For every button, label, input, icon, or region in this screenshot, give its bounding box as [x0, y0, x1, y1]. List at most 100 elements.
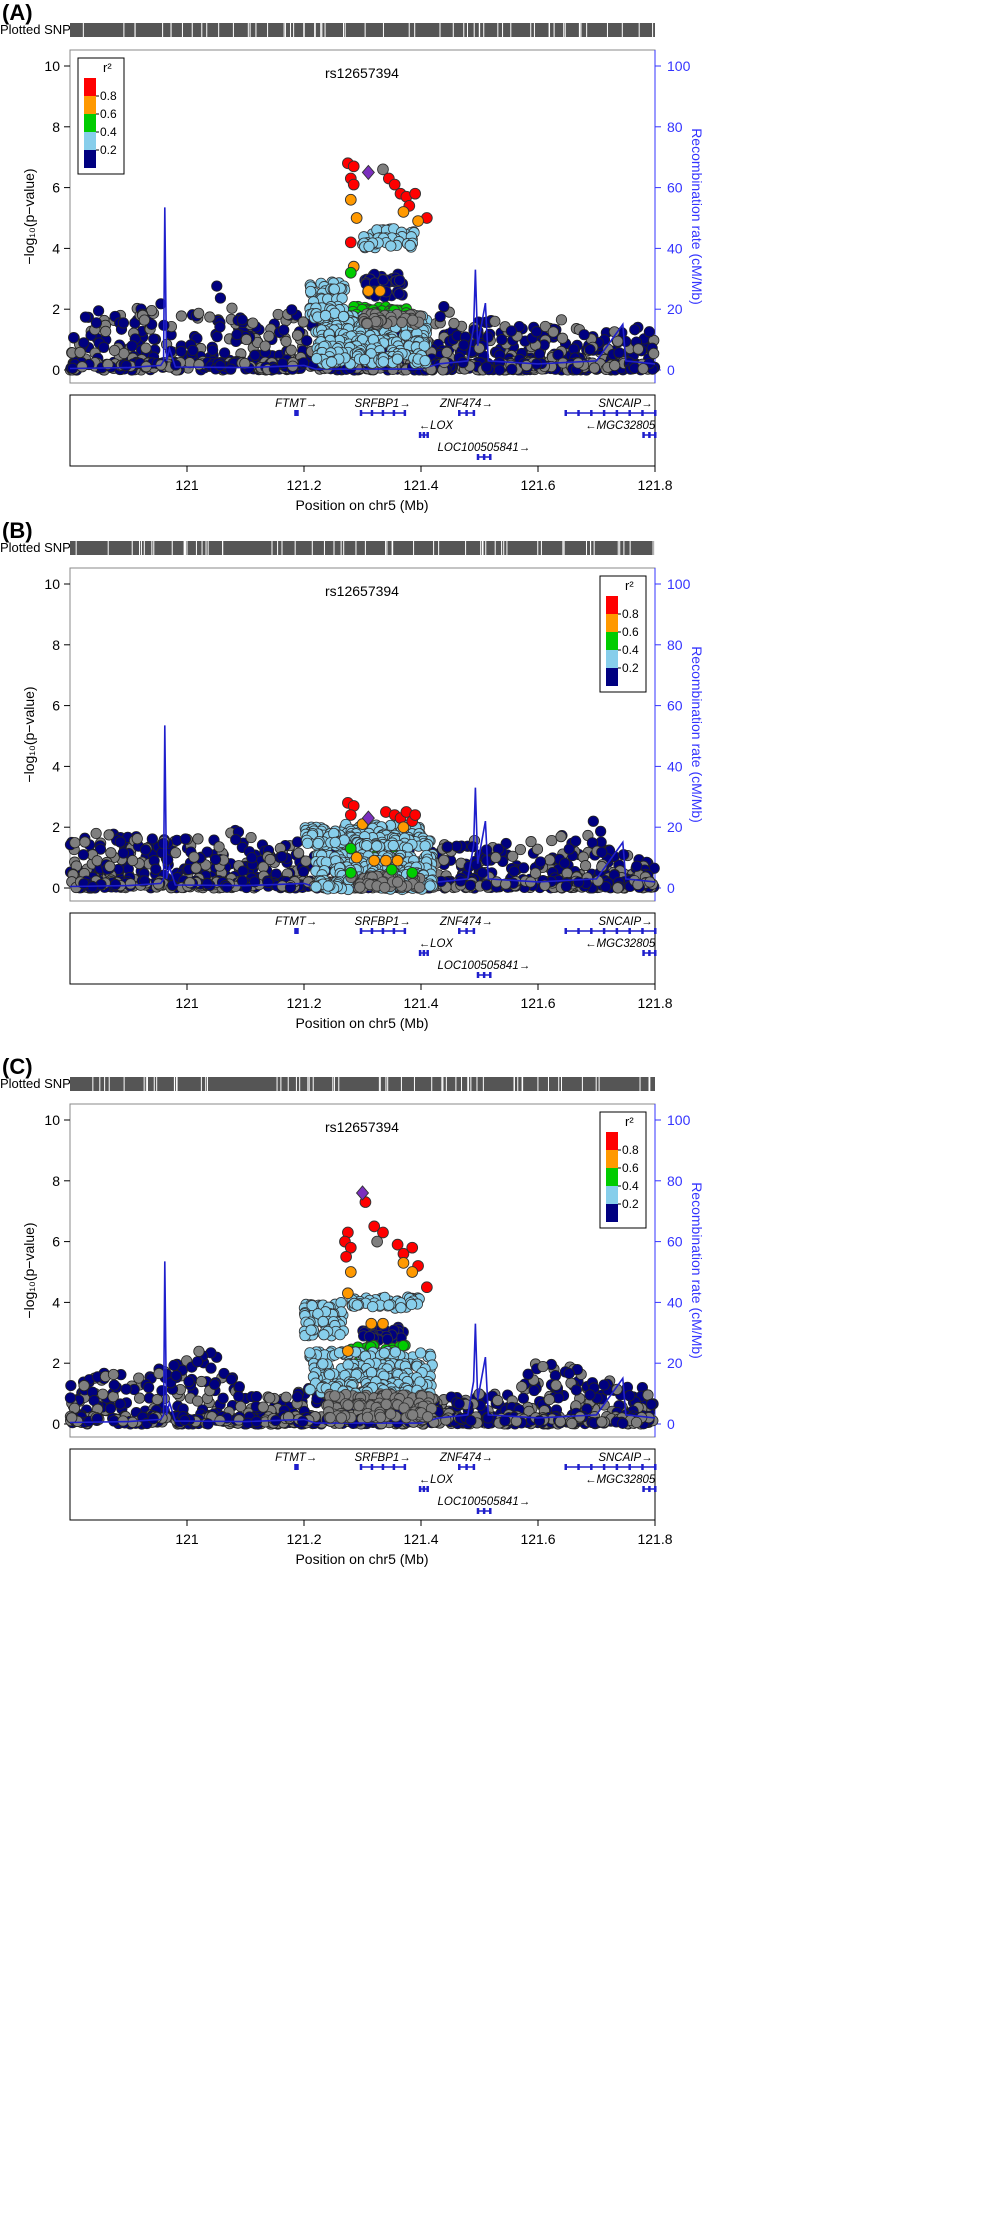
- snp-point: [204, 311, 216, 323]
- snp-point: [438, 301, 450, 313]
- snp-point: [544, 854, 556, 866]
- snp-point: [476, 867, 488, 879]
- snp-point: [226, 302, 238, 314]
- snp-point: [624, 1390, 636, 1402]
- snp-point: [490, 851, 502, 864]
- y-tick-label: 6: [52, 1234, 60, 1250]
- snp-point: [441, 841, 454, 853]
- x-tick-label: 121.8: [637, 477, 672, 493]
- gene-track-frame: [69, 394, 656, 467]
- snp-point: [285, 344, 297, 356]
- snp-point: [596, 846, 608, 858]
- gene-exon: [642, 432, 645, 438]
- snp-point: [126, 854, 139, 867]
- snp-point: [455, 875, 467, 887]
- panel-b: (B) Plotted SNPs 0 2 4 6 8 10 −log₁₀(p−value) 0 20…: [0, 518, 1004, 1262]
- snp-point: [563, 843, 575, 855]
- gene-label: FTMT→: [275, 398, 317, 410]
- legend-swatch: [84, 150, 96, 168]
- snp-point: [574, 1411, 586, 1423]
- snp-point: [539, 320, 551, 333]
- y-tick-label: 0: [52, 880, 60, 896]
- snp-point: [630, 1416, 643, 1429]
- snp-point: [170, 1370, 182, 1382]
- snp-point: [236, 314, 248, 326]
- snp-point: [457, 357, 469, 369]
- snp-point: [500, 878, 512, 890]
- snp-point: [97, 1388, 109, 1400]
- snp-point: [596, 1416, 608, 1428]
- snp-point: [579, 860, 592, 872]
- snp-point: [533, 348, 546, 360]
- snp-point: [520, 359, 533, 372]
- snp-point: [611, 1383, 623, 1395]
- snp-point-top: [380, 854, 392, 867]
- gene-exon: [476, 454, 480, 460]
- snp-point: [438, 854, 450, 866]
- gene-label: ZNF474→: [439, 398, 493, 410]
- snp-point: [286, 304, 298, 316]
- snp-point-top: [344, 193, 357, 206]
- gene-exon: [564, 928, 567, 934]
- snp-point: [276, 851, 288, 863]
- snp-point: [291, 836, 304, 848]
- y-tick-label: 8: [52, 119, 60, 135]
- snp-point: [396, 316, 408, 328]
- snp-point: [377, 356, 389, 368]
- snp-point: [586, 837, 598, 849]
- snp-point: [312, 837, 324, 850]
- y-right-tick-label: 100: [667, 1112, 691, 1128]
- snp-point: [584, 344, 596, 356]
- snp-point: [546, 834, 558, 847]
- snp-point: [539, 879, 551, 891]
- panel-label: (C): [2, 1054, 33, 1079]
- snp-point: [297, 866, 310, 878]
- snp-point: [214, 321, 226, 333]
- y-tick-label: 0: [52, 362, 60, 378]
- gene-exon: [403, 410, 407, 416]
- snp-point: [508, 865, 520, 877]
- snp-point: [124, 878, 137, 890]
- snp-point: [246, 852, 258, 864]
- y-right-tick-label: 60: [667, 698, 683, 714]
- x-tick-label: 121.4: [403, 995, 438, 1011]
- snp-point: [489, 315, 501, 327]
- snp-point: [404, 239, 416, 252]
- snp-point-top: [391, 854, 404, 867]
- snp-point: [291, 1391, 304, 1403]
- snp-point: [570, 835, 582, 847]
- snp-point: [100, 325, 112, 337]
- gene-exon: [648, 432, 651, 438]
- legend-swatch: [606, 614, 618, 632]
- snp-point: [291, 329, 304, 341]
- y-right-tick-label: 100: [667, 576, 691, 592]
- snp-point: [202, 1418, 214, 1430]
- y-axis-label: −log₁₀(p−value): [21, 168, 37, 264]
- snp-point: [631, 860, 643, 872]
- snp-point-top: [397, 206, 410, 218]
- snp-point-top: [406, 866, 419, 879]
- snp-point: [473, 342, 485, 354]
- y-tick-label: 4: [52, 240, 60, 256]
- snp-point: [518, 862, 530, 874]
- snp-point: [263, 330, 275, 342]
- snp-point: [322, 880, 334, 892]
- snp-point-top: [344, 809, 357, 821]
- snp-point-top: [374, 285, 386, 297]
- snp-point: [213, 841, 225, 853]
- snp-point: [556, 332, 569, 344]
- snp-point: [326, 356, 338, 368]
- y-tick-label: 4: [52, 758, 60, 774]
- snp-point: [531, 843, 544, 855]
- peak-points: [299, 797, 439, 896]
- chart-svg: (C)Plotted SNPs0246810−log₁₀(p−value)020…: [0, 1054, 705, 1567]
- legend-tick-label: 0.4: [622, 643, 639, 657]
- x-axis-label: Position on chr5 (Mb): [295, 1015, 428, 1031]
- y-axis-label: −log₁₀(p−value): [21, 1222, 37, 1318]
- y-right-tick-label: 80: [667, 119, 683, 135]
- snp-point: [379, 881, 391, 894]
- snp-point-top: [344, 266, 357, 279]
- snp-point: [528, 1384, 540, 1397]
- snp-point: [465, 1415, 477, 1427]
- snp-point: [645, 1398, 657, 1411]
